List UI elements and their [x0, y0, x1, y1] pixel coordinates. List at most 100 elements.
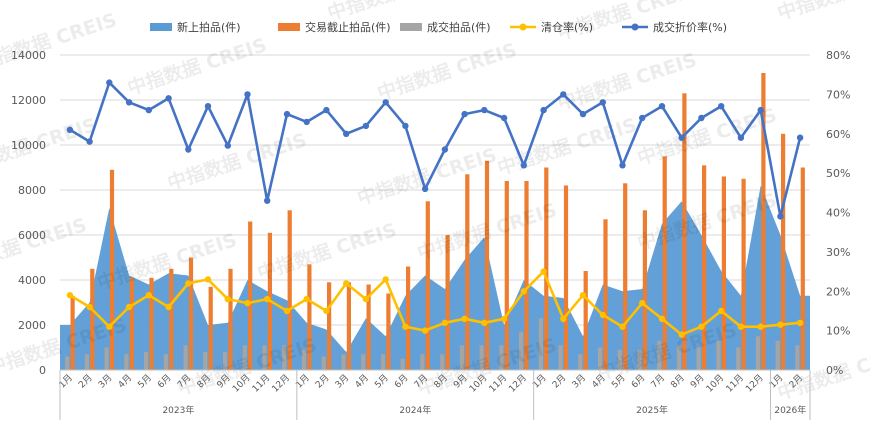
point-discount-rate — [520, 162, 527, 169]
legend-label: 交易截止拍品(件) — [305, 20, 391, 34]
point-discount-rate — [303, 118, 310, 126]
bar-deals — [282, 345, 287, 371]
point-discount-rate — [560, 91, 567, 98]
y-left-tick-label: 12000 — [11, 94, 46, 107]
bar-closed-auctions — [623, 183, 628, 371]
bar-deals — [755, 336, 761, 371]
point-discount-rate — [145, 106, 152, 114]
point-clearance-rate — [461, 315, 468, 322]
point-discount-rate — [718, 103, 725, 110]
bar-closed-auctions — [386, 293, 391, 370]
y-right-tick-label: 10% — [826, 325, 850, 338]
point-discount-rate — [125, 99, 133, 106]
point-clearance-rate — [796, 319, 804, 326]
bar-deals — [301, 349, 307, 371]
line-discount-rate — [69, 81, 802, 218]
point-discount-rate — [185, 146, 192, 153]
point-discount-rate — [481, 106, 488, 114]
y-left-tick-label: 8000 — [18, 184, 46, 197]
bar-closed-auctions — [425, 201, 430, 371]
bar-closed-auctions — [169, 268, 174, 371]
point-discount-rate — [579, 110, 587, 118]
point-clearance-rate — [579, 292, 587, 299]
bar-deals — [262, 345, 267, 371]
y-left-tick-label: 2000 — [18, 319, 46, 332]
bar-closed-auctions — [90, 268, 95, 371]
bar-closed-auctions — [445, 235, 450, 370]
point-clearance-rate — [441, 319, 449, 326]
bar-deals — [696, 347, 701, 370]
point-clearance-rate — [362, 295, 370, 303]
point-clearance-rate — [639, 299, 646, 307]
point-discount-rate — [165, 95, 172, 102]
point-clearance-rate — [204, 276, 212, 283]
point-clearance-rate — [244, 299, 251, 307]
point-clearance-rate — [619, 323, 626, 330]
bar-deals — [361, 354, 366, 371]
point-discount-rate — [500, 114, 508, 122]
bar-series-layer — [65, 73, 805, 371]
y-left-tick-label: 4000 — [18, 274, 46, 287]
point-discount-rate — [757, 106, 764, 114]
point-discount-rate — [658, 103, 666, 110]
legend-swatch — [278, 23, 300, 31]
bar-deals — [736, 347, 741, 370]
bar-closed-auctions — [642, 210, 647, 371]
bar-closed-auctions — [188, 257, 194, 370]
bar-closed-auctions — [465, 174, 470, 371]
legend-swatch — [400, 23, 422, 31]
bar-deals — [558, 345, 563, 371]
bar-deals — [519, 331, 524, 371]
bar-closed-auctions — [287, 210, 292, 371]
bar-closed-auctions — [228, 268, 233, 371]
point-clearance-rate — [106, 323, 113, 330]
bar-closed-auctions — [504, 181, 509, 370]
point-discount-rate — [362, 122, 370, 130]
bar-closed-auctions — [800, 167, 805, 370]
bar-closed-auctions — [149, 277, 154, 371]
y-right-tick-label: 50% — [826, 167, 850, 180]
bar-deals — [84, 354, 89, 371]
bar-deals — [341, 354, 346, 371]
x-year-label: 2025年 — [636, 404, 668, 416]
point-discount-rate — [540, 106, 547, 114]
point-discount-rate — [323, 106, 330, 114]
line-series-layer — [66, 79, 804, 338]
bar-deals — [144, 352, 149, 370]
point-discount-rate — [639, 114, 646, 122]
bar-deals — [598, 347, 603, 370]
bar-closed-auctions — [129, 277, 134, 371]
point-clearance-rate — [737, 323, 745, 330]
bar-deals — [637, 349, 642, 371]
x-year-label: 2026年 — [774, 404, 806, 416]
bar-closed-auctions — [524, 181, 529, 370]
bar-closed-auctions — [544, 167, 549, 370]
bar-closed-auctions — [603, 219, 608, 371]
point-clearance-rate — [560, 315, 567, 322]
point-clearance-rate — [718, 307, 725, 315]
point-clearance-rate — [303, 295, 310, 303]
point-discount-rate — [737, 134, 745, 141]
point-clearance-rate — [777, 321, 784, 328]
bar-deals — [479, 345, 484, 371]
y-right-tick-label: 30% — [826, 246, 850, 259]
point-discount-rate — [264, 197, 271, 204]
point-discount-rate — [86, 138, 93, 145]
point-clearance-rate — [145, 292, 152, 299]
bar-closed-auctions — [208, 286, 213, 371]
bar-closed-auctions — [563, 185, 569, 370]
bar-deals — [499, 345, 504, 371]
y-left-tick-label: 0 — [39, 364, 46, 377]
bar-closed-auctions — [741, 178, 746, 370]
point-clearance-rate — [283, 307, 291, 315]
point-discount-rate — [402, 122, 409, 130]
bar-deals — [657, 340, 662, 371]
bar-closed-auctions — [721, 176, 726, 370]
bar-deals — [459, 345, 464, 371]
point-discount-rate — [461, 110, 468, 118]
bar-closed-auctions — [109, 169, 115, 371]
point-clearance-rate — [66, 292, 74, 299]
point-clearance-rate — [599, 311, 606, 319]
legend-swatch-marker — [631, 23, 639, 31]
